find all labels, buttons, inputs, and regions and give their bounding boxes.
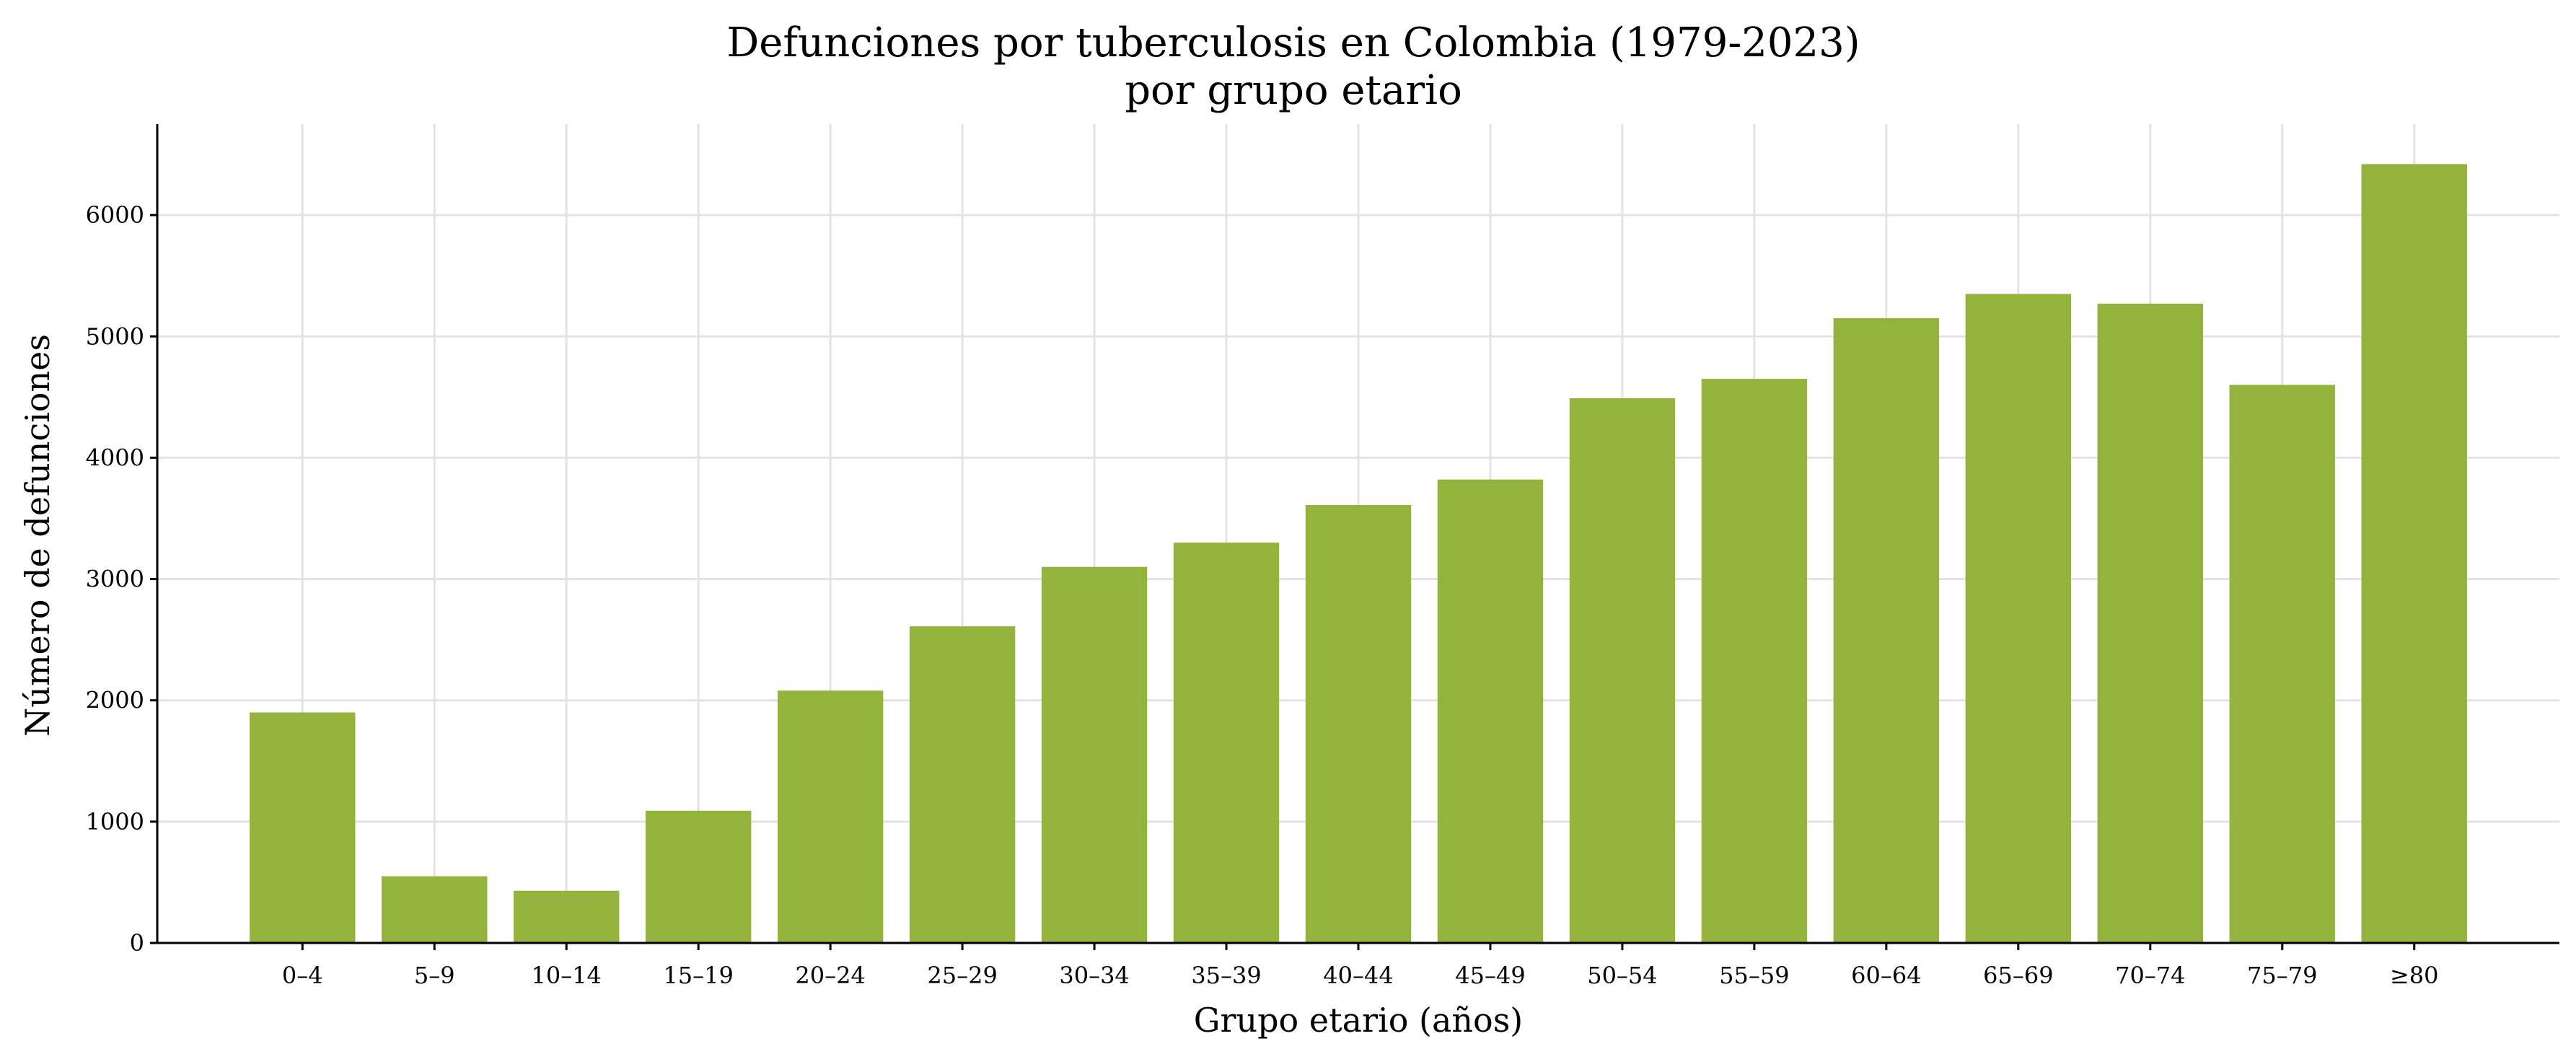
bar [2097, 303, 2203, 943]
x-tick-label: 40–44 [1323, 962, 1393, 989]
bar [1833, 318, 1940, 943]
x-tick-label: 35–39 [1191, 962, 1261, 989]
x-tick-label: 5–9 [414, 962, 455, 989]
bar [2229, 385, 2335, 943]
x-tick-label: 25–29 [927, 962, 997, 989]
bar [1701, 379, 1808, 943]
bar [1041, 566, 1148, 943]
x-tick-label: 75–79 [2247, 962, 2317, 989]
bar [909, 626, 1016, 943]
bar [645, 810, 752, 943]
x-tick-label: 60–64 [1851, 962, 1921, 989]
bars [250, 164, 2467, 943]
x-tick-label: 0–4 [282, 962, 323, 989]
x-tick-label: 15–19 [663, 962, 733, 989]
x-tick-label: 70–74 [2115, 962, 2185, 989]
y-tick-label: 0 [130, 929, 144, 957]
bar [514, 890, 620, 943]
y-tick-label: 1000 [86, 808, 144, 835]
x-tick-label: ≥80 [2390, 962, 2439, 989]
x-tick-label: 10–14 [531, 962, 601, 989]
bar [777, 690, 884, 943]
y-tick-label: 5000 [86, 322, 144, 350]
y-ticks: 0 1000 2000 3000 4000 5000 6000 [86, 201, 157, 957]
bar [1305, 504, 1412, 943]
x-tick-label: 30–34 [1059, 962, 1129, 989]
x-tick-label: 50–54 [1587, 962, 1657, 989]
x-ticks: 0–4 5–9 10–14 15–19 20–24 25–29 30–34 35–39 40–4… [282, 943, 2439, 989]
bar [250, 712, 356, 943]
y-tick-label: 3000 [86, 566, 144, 593]
chart-title-line-2: por grupo etario [1125, 67, 1462, 114]
x-tick-label: 65–69 [1983, 962, 2053, 989]
y-tick-label: 2000 [86, 687, 144, 714]
x-tick-label: 55–59 [1719, 962, 1789, 989]
x-tick-label: 20–24 [795, 962, 865, 989]
bar [1173, 543, 1280, 943]
chart-title-line-1: Defunciones por tuberculosis en Colombia… [726, 19, 1860, 66]
x-axis-label: Grupo etario (años) [1194, 1001, 1524, 1040]
y-axis-label: Número de defunciones [18, 334, 57, 737]
bar [1569, 398, 1676, 943]
bar [382, 876, 488, 943]
bar [1437, 479, 1544, 943]
x-tick-label: 45–49 [1455, 962, 1525, 989]
y-tick-label: 6000 [86, 201, 144, 229]
y-tick-label: 4000 [86, 444, 144, 471]
bar [2361, 164, 2467, 943]
bar [1965, 294, 2072, 943]
